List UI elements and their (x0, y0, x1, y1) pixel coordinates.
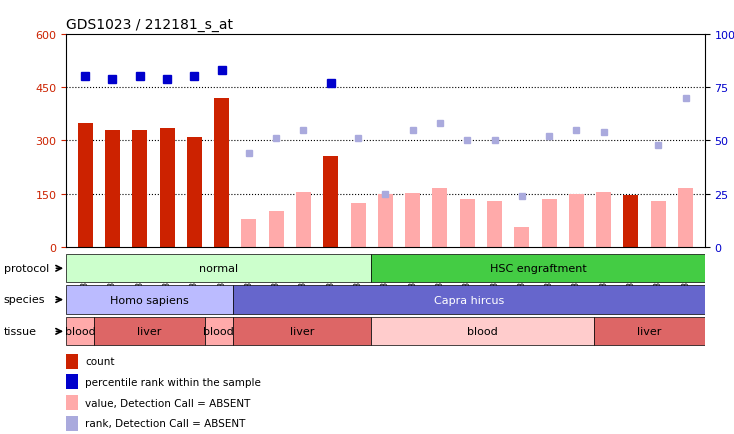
Bar (233, 286, 705, 314)
Bar (623, 196, 639, 247)
Bar (241, 219, 256, 247)
Bar (269, 212, 284, 247)
Text: Homo sapiens: Homo sapiens (110, 295, 189, 305)
Bar (66, 255, 371, 283)
Bar (459, 200, 475, 247)
Text: liver: liver (137, 327, 161, 336)
Bar (323, 157, 338, 247)
Bar (351, 203, 366, 247)
Text: blood: blood (203, 327, 234, 336)
Bar (432, 189, 448, 247)
Bar (542, 200, 556, 247)
Bar (159, 128, 175, 247)
Bar (296, 192, 311, 247)
Bar (66, 286, 233, 314)
Bar (94, 318, 205, 345)
Bar (594, 318, 705, 345)
Text: count: count (85, 356, 115, 366)
Bar (66, 354, 78, 369)
Bar (205, 318, 233, 345)
Text: species: species (4, 295, 46, 304)
Bar (487, 201, 502, 247)
Bar (596, 192, 611, 247)
Bar (371, 255, 705, 283)
Text: GDS1023 / 212181_s_at: GDS1023 / 212181_s_at (66, 18, 233, 32)
Bar (66, 416, 78, 431)
Bar (405, 194, 420, 247)
Bar (105, 130, 120, 247)
Text: normal: normal (199, 264, 239, 273)
Text: liver: liver (290, 327, 314, 336)
Bar (569, 195, 584, 247)
Bar (378, 195, 393, 247)
Text: blood: blood (65, 327, 95, 336)
Text: protocol: protocol (4, 263, 49, 273)
Text: HSC engraftment: HSC engraftment (490, 264, 586, 273)
Text: percentile rank within the sample: percentile rank within the sample (85, 377, 261, 387)
Bar (66, 375, 78, 389)
Bar (78, 123, 92, 247)
Bar (515, 228, 529, 247)
Bar (66, 318, 94, 345)
Bar (678, 189, 693, 247)
Bar (187, 138, 202, 247)
Bar (233, 318, 371, 345)
Text: Capra hircus: Capra hircus (434, 295, 504, 305)
Bar (651, 201, 666, 247)
Text: rank, Detection Call = ABSENT: rank, Detection Call = ABSENT (85, 418, 246, 428)
Text: tissue: tissue (4, 326, 37, 336)
Text: value, Detection Call = ABSENT: value, Detection Call = ABSENT (85, 398, 250, 408)
Bar (371, 318, 594, 345)
Bar (132, 130, 148, 247)
Bar (214, 99, 229, 247)
Text: liver: liver (637, 327, 661, 336)
Bar (66, 395, 78, 410)
Text: blood: blood (467, 327, 498, 336)
